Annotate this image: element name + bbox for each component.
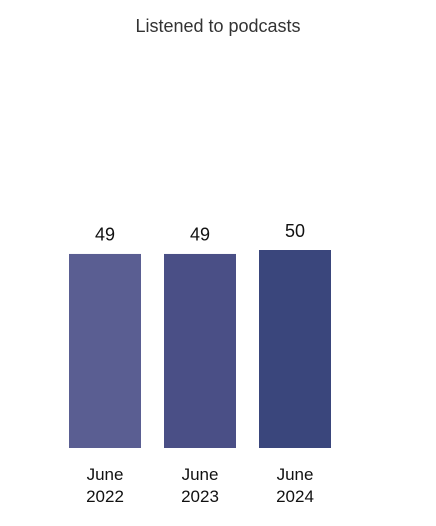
value-label: 50 <box>285 221 305 241</box>
value-label: 49 <box>95 225 115 245</box>
x-tick-label: June 2022 <box>86 465 124 506</box>
chart-title: Listened to podcasts <box>135 16 301 36</box>
bar <box>69 253 141 448</box>
bar <box>164 253 236 448</box>
bar <box>259 250 331 448</box>
x-tick-label: June 2024 <box>276 465 314 506</box>
value-label: 49 <box>190 225 210 245</box>
x-tick-label: June 2023 <box>181 465 219 506</box>
